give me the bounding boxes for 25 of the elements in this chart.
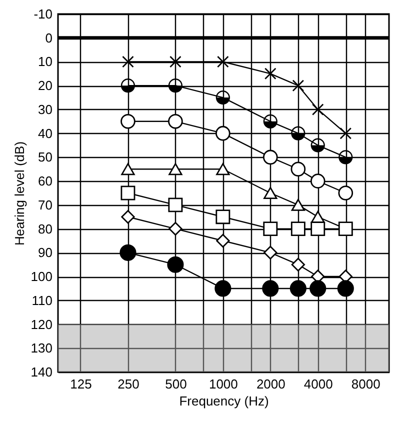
y-tick-label: 120 (30, 316, 52, 332)
y-tick-label: 10 (38, 54, 52, 70)
y-tick-label: 50 (38, 150, 52, 165)
x-tick-label: 500 (165, 376, 187, 392)
y-tick-label: 40 (38, 126, 52, 141)
y-tick-label: -10 (34, 6, 52, 22)
y-tick-label: 20 (38, 78, 52, 94)
x-tick-label: 125 (70, 376, 92, 392)
y-tick-label: 130 (30, 340, 52, 356)
x-tick-label: 1000 (208, 376, 238, 392)
y-tick-label: 100 (30, 269, 52, 284)
y-tick-label: 60 (38, 174, 52, 189)
x-tick-label: 2000 (256, 376, 286, 392)
y-tick-label: 140 (30, 364, 52, 380)
x-axis-title: Frequency (Hz) (179, 394, 269, 408)
y-tick-label: 70 (38, 197, 52, 212)
y-axis-title: Hearing level (dB) (12, 141, 27, 246)
y-tick-label: 0 (45, 30, 52, 46)
x-tick-label: 250 (118, 376, 140, 392)
y-tick-label: 110 (32, 292, 52, 308)
y-tick-label: 30 (38, 102, 52, 117)
y-tick-label: 90 (38, 245, 52, 260)
x-tick-label: 8000 (351, 376, 380, 392)
y-tick-label: 80 (38, 221, 52, 236)
x-tick-label: 4000 (304, 376, 333, 392)
